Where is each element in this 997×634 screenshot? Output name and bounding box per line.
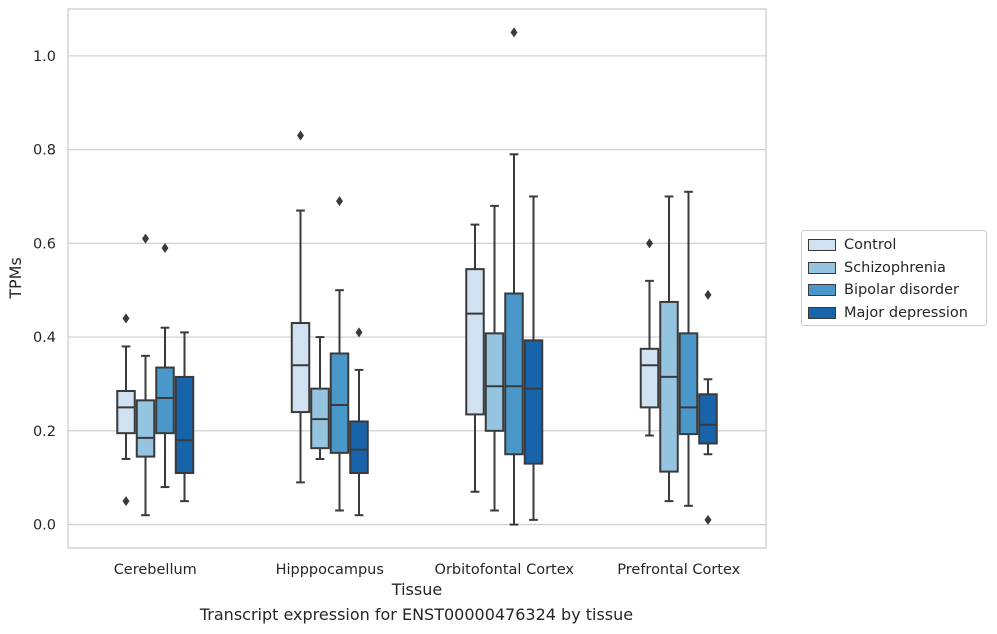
legend-label-control: Control	[844, 237, 897, 253]
box-iqr	[523, 339, 544, 465]
y-tick-label: 0.2	[33, 424, 56, 440]
outlier-point	[355, 327, 363, 338]
box-iqr	[135, 399, 156, 458]
y-tick-label: 0.0	[33, 518, 56, 534]
legend-swatch-bipolar-disorder	[808, 284, 836, 296]
x-tick-labels: Cerebellum Hipppocampus Orbitofontal Corte…	[114, 562, 741, 578]
box-iqr	[155, 366, 175, 435]
legend: Control Schizophrenia Bipolar disorder M…	[801, 230, 987, 326]
plot-frame	[67, 8, 767, 549]
box-iqr	[698, 393, 718, 445]
x-tick-label: Prefrontal Cortex	[617, 562, 740, 578]
box-iqr	[329, 352, 350, 454]
box-iqr	[465, 268, 485, 416]
outlier-point	[510, 27, 518, 38]
box-iqr	[504, 292, 524, 456]
legend-item-schizophrenia: Schizophrenia	[808, 258, 946, 278]
legend-swatch-major-depression	[808, 307, 836, 319]
legend-swatch-control	[808, 239, 836, 251]
outlier-point	[122, 313, 130, 324]
outlier-point	[646, 238, 653, 249]
box-2-1	[484, 204, 505, 512]
legend-label-bipolar-disorder: Bipolar disorder	[844, 282, 959, 298]
box-iqr	[639, 347, 660, 409]
box-iqr	[174, 375, 195, 475]
box-3-1	[659, 195, 679, 503]
outlier-point	[161, 243, 169, 254]
box-2-0	[465, 223, 485, 493]
box-iqr	[659, 300, 679, 473]
x-tick-label: Cerebellum	[114, 562, 197, 578]
box-3-2	[678, 190, 699, 507]
box-iqr	[290, 322, 311, 414]
box-1-2	[329, 196, 350, 512]
box-0-1	[135, 233, 156, 517]
box-3-0	[639, 238, 660, 437]
box-3-3	[698, 289, 718, 525]
y-axis-label: TPMs	[6, 257, 25, 300]
outlier-point	[704, 289, 712, 300]
y-tick-labels: 0.0 0.2 0.4 0.6 0.8 1.0	[33, 49, 56, 534]
chart-caption: Transcript expression for ENST0000047632…	[199, 605, 634, 624]
box-1-1	[310, 336, 330, 460]
x-tick-label: Orbitofontal Cortex	[435, 562, 575, 578]
outlier-point	[297, 130, 304, 141]
legend-swatch-schizophrenia	[808, 262, 836, 274]
outlier-point	[122, 496, 130, 507]
y-tick-label: 0.8	[33, 143, 56, 159]
x-axis-label: Tissue	[391, 580, 442, 599]
legend-item-bipolar-disorder: Bipolar disorder	[808, 280, 959, 300]
box-0-2	[155, 243, 175, 489]
y-tick-label: 0.4	[33, 330, 56, 346]
box-0-3	[174, 331, 195, 503]
box-iqr	[484, 332, 505, 432]
legend-label-major-depression: Major depression	[844, 305, 968, 321]
legend-item-control: Control	[808, 235, 896, 255]
box-1-3	[349, 327, 369, 517]
box-2-2	[504, 27, 524, 526]
outlier-point	[704, 514, 712, 525]
outlier-point	[336, 196, 343, 207]
legend-label-schizophrenia: Schizophrenia	[844, 260, 946, 276]
boxes	[116, 27, 718, 526]
y-tick-label: 0.6	[33, 236, 56, 252]
box-iqr	[349, 420, 369, 475]
box-1-0	[290, 130, 311, 484]
y-tick-label: 1.0	[33, 49, 56, 65]
box-iqr	[116, 389, 136, 435]
box-2-3	[523, 195, 544, 521]
box-iqr	[678, 332, 699, 436]
outlier-point	[142, 233, 149, 244]
box-0-0	[116, 313, 136, 507]
legend-item-major-depression: Major depression	[808, 303, 968, 323]
x-tick-label: Hipppocampus	[276, 562, 384, 578]
